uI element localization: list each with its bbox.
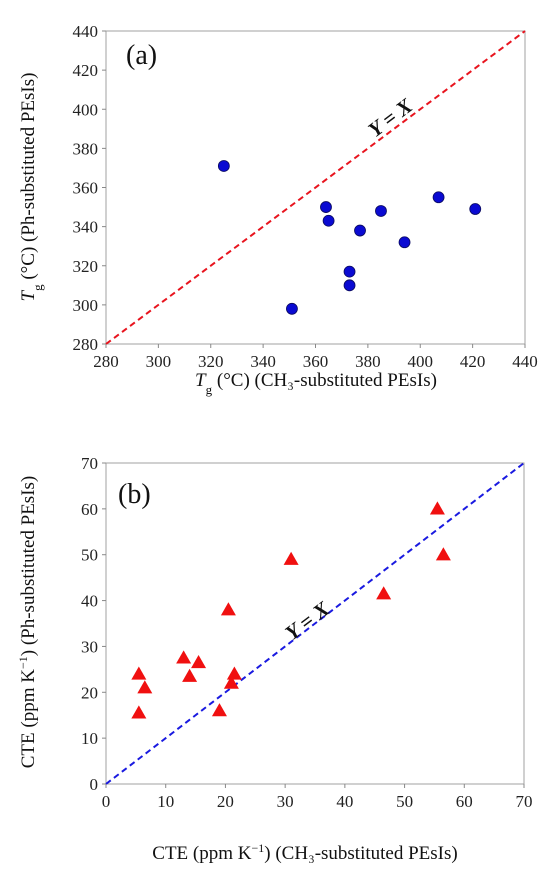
- data-point: [286, 302, 298, 315]
- panel-a-label: (a): [126, 40, 157, 71]
- panel-a-y-ticks: 280 300 320 340 360 380 400 420 440: [73, 22, 106, 354]
- y-tick-label: 70: [81, 454, 98, 473]
- data-point: [176, 650, 192, 664]
- x-tick-label: 300: [146, 352, 172, 371]
- panel-a: 280 300 320 340 360 380 400 420 440 280 300 320 340…: [18, 22, 538, 397]
- data-point: [429, 501, 445, 515]
- y-tick-label: 380: [73, 139, 99, 158]
- data-point: [191, 654, 207, 669]
- y-tick-label: 50: [81, 546, 98, 565]
- x-tick-label: 0: [102, 792, 111, 811]
- x-tick-label: 280: [93, 352, 119, 371]
- x-tick-label: 380: [355, 352, 381, 371]
- data-point: [343, 265, 356, 278]
- x-tick-label: 10: [157, 792, 174, 811]
- y-tick-label: 320: [73, 257, 99, 276]
- panel-b-x-axis-label: CTE (ppm K−1) (CH₃-substituted PEsIs): [152, 841, 457, 864]
- x-tick-label: 360: [303, 352, 329, 371]
- data-point: [137, 680, 153, 694]
- data-point: [226, 666, 242, 680]
- x-tick-label: 420: [460, 352, 486, 371]
- data-point: [432, 191, 445, 204]
- y-tick-label: 440: [73, 22, 99, 41]
- x-tick-label: 60: [456, 792, 473, 811]
- x-tick-label: 320: [198, 352, 224, 371]
- panel-b-reference-line: [105, 462, 525, 785]
- y-tick-label: 20: [81, 683, 98, 702]
- x-tick-label: 30: [277, 792, 294, 811]
- panel-a-points: [217, 160, 482, 315]
- panel-a-x-ticks: 280 300 320 340 360 380 400 420 440: [93, 344, 538, 371]
- x-tick-label: 50: [396, 792, 413, 811]
- data-point: [469, 203, 482, 215]
- panel-b-label: (b): [118, 479, 151, 510]
- y-tick-label: 40: [81, 592, 98, 611]
- data-point: [220, 602, 236, 616]
- x-tick-label: 20: [217, 792, 234, 811]
- data-point: [375, 205, 387, 217]
- panel-b-y-axis-label: CTE (ppm K−1) (Ph-substituted PEsIs): [16, 476, 39, 769]
- data-point: [182, 668, 198, 682]
- panel-a-x-axis-label: Tg (°C) (CH₃-substituted PEsIs): [195, 370, 437, 397]
- y-tick-label: 400: [73, 100, 99, 119]
- panel-a-y-axis-label: Tg (°C) (Ph-substituted PEsIs): [18, 73, 45, 302]
- data-point: [211, 703, 227, 717]
- y-tick-label: 360: [73, 179, 99, 198]
- y-tick-label: 0: [90, 775, 99, 794]
- panel-b-x-ticks: 0 10 20 30 40 50 60 70: [102, 784, 533, 811]
- data-point: [343, 279, 356, 292]
- y-tick-label: 60: [81, 500, 98, 519]
- data-point: [131, 705, 147, 719]
- x-tick-label: 40: [336, 792, 353, 811]
- data-point: [131, 666, 147, 680]
- x-tick-label: 400: [408, 352, 434, 371]
- data-point: [376, 586, 392, 600]
- data-point: [354, 224, 366, 237]
- y-tick-label: 300: [73, 296, 99, 315]
- data-point: [217, 160, 230, 172]
- x-tick-label: 440: [512, 352, 538, 371]
- data-point: [223, 675, 239, 689]
- data-point: [398, 236, 411, 249]
- x-tick-label: 70: [516, 792, 533, 811]
- x-tick-label: 340: [250, 352, 276, 371]
- y-tick-label: 340: [73, 218, 99, 237]
- y-tick-label: 280: [73, 335, 99, 354]
- y-tick-label: 420: [73, 61, 99, 80]
- data-point: [322, 214, 335, 227]
- y-tick-label: 10: [81, 729, 98, 748]
- panel-b-points: [131, 501, 451, 719]
- data-point: [283, 551, 299, 565]
- panel-b-y-ticks: 0 10 20 30 40 50 60 70: [81, 454, 106, 794]
- panel-a-reference-line: [105, 30, 526, 345]
- data-point: [435, 547, 451, 561]
- data-point: [320, 201, 332, 213]
- y-tick-label: 30: [81, 637, 98, 656]
